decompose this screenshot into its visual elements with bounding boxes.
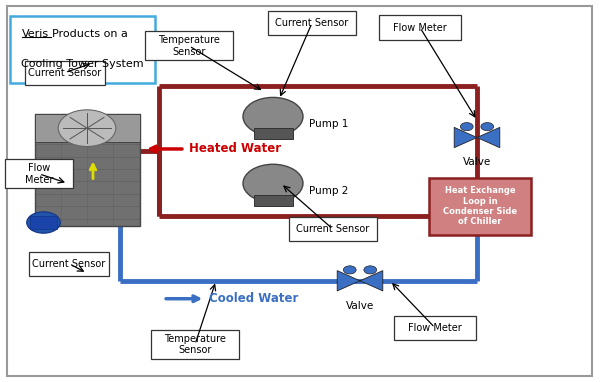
FancyBboxPatch shape: [7, 6, 592, 376]
Circle shape: [58, 110, 116, 146]
Text: Valve: Valve: [463, 157, 491, 167]
Polygon shape: [454, 127, 500, 148]
FancyBboxPatch shape: [268, 11, 356, 35]
FancyBboxPatch shape: [254, 195, 293, 206]
FancyBboxPatch shape: [289, 217, 377, 241]
Text: Temperature
Sensor: Temperature Sensor: [164, 334, 226, 355]
FancyBboxPatch shape: [145, 31, 233, 60]
FancyBboxPatch shape: [35, 113, 139, 142]
Text: Current Sensor: Current Sensor: [32, 259, 106, 269]
Text: Flow Meter: Flow Meter: [393, 23, 447, 32]
Circle shape: [243, 164, 303, 202]
FancyBboxPatch shape: [151, 330, 239, 359]
FancyBboxPatch shape: [35, 113, 139, 226]
Text: Temperature
Sensor: Temperature Sensor: [158, 35, 220, 57]
FancyBboxPatch shape: [429, 178, 531, 235]
Text: Cooled Water: Cooled Water: [209, 292, 298, 305]
Text: Pump 2: Pump 2: [309, 186, 349, 196]
FancyBboxPatch shape: [379, 15, 461, 39]
Text: Heat Exchange
Loop in
Condenser Side
of Chiller: Heat Exchange Loop in Condenser Side of …: [443, 186, 517, 227]
Circle shape: [364, 266, 377, 274]
Text: Current Sensor: Current Sensor: [275, 18, 349, 28]
Text: Heated Water: Heated Water: [189, 142, 281, 155]
Text: Cooling Tower System: Cooling Tower System: [21, 59, 144, 69]
FancyBboxPatch shape: [30, 216, 57, 228]
FancyBboxPatch shape: [394, 316, 476, 340]
Text: Current Sensor: Current Sensor: [28, 68, 101, 78]
Circle shape: [27, 212, 60, 233]
Circle shape: [243, 97, 303, 136]
FancyBboxPatch shape: [254, 128, 293, 139]
FancyBboxPatch shape: [25, 60, 105, 84]
Text: Flow
Meter: Flow Meter: [25, 163, 53, 185]
FancyBboxPatch shape: [10, 16, 155, 83]
Text: Valve: Valve: [346, 301, 374, 311]
Circle shape: [460, 123, 473, 131]
Text: Flow Meter: Flow Meter: [408, 323, 462, 333]
FancyBboxPatch shape: [5, 159, 73, 188]
Circle shape: [343, 266, 356, 274]
FancyBboxPatch shape: [29, 252, 109, 276]
Text: Veris: Veris: [22, 29, 49, 39]
Text: Current Sensor: Current Sensor: [296, 224, 370, 234]
Circle shape: [481, 123, 494, 131]
Polygon shape: [337, 270, 383, 291]
Text: Products on a: Products on a: [52, 29, 128, 39]
Text: Pump 1: Pump 1: [309, 119, 349, 129]
